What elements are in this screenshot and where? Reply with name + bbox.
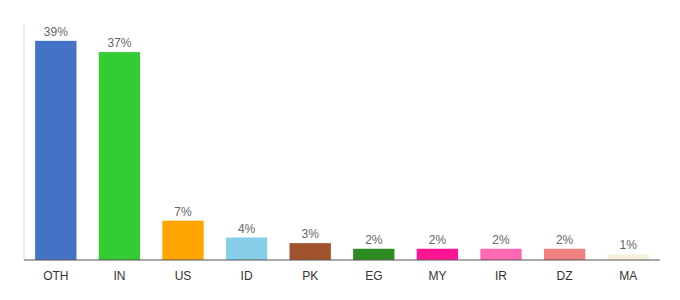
x-axis-line [24, 260, 660, 261]
x-tick-label: US [175, 269, 192, 283]
bars [35, 41, 649, 260]
data-label: 2% [365, 233, 383, 247]
bar [290, 243, 331, 260]
bar [99, 52, 140, 260]
x-tick-labels: OTH IN US ID PK EG MY IR DZ MA [43, 269, 637, 283]
data-label: 2% [492, 233, 510, 247]
bar [162, 221, 203, 260]
y-axis-line [24, 24, 25, 260]
data-label: 4% [238, 222, 256, 236]
bar [417, 249, 458, 260]
x-tick-label: IN [113, 269, 125, 283]
data-label: 3% [302, 227, 320, 241]
data-label: 7% [174, 205, 192, 219]
data-label: 2% [429, 233, 447, 247]
data-label: 2% [556, 233, 574, 247]
data-label: 39% [44, 25, 68, 39]
x-tick-label: EG [365, 269, 382, 283]
data-label: 1% [620, 238, 638, 252]
bar [226, 238, 267, 260]
x-tick-label: MA [619, 269, 637, 283]
x-tick-label: IR [495, 269, 507, 283]
bar [35, 41, 76, 260]
data-label: 37% [107, 36, 131, 50]
bar [544, 249, 585, 260]
x-tick-label: DZ [557, 269, 573, 283]
x-tick-label: PK [302, 269, 318, 283]
bar [608, 254, 649, 260]
chart-container: 39% 37% 7% 4% 3% 2% 2% 2% 2% 1% OTH IN US ID PK EG MY IR D… [0, 0, 680, 300]
bar [353, 249, 394, 260]
data-labels: 39% 37% 7% 4% 3% 2% 2% 2% 2% 1% [44, 25, 637, 253]
x-tick-label: MY [428, 269, 446, 283]
chart-svg: 39% 37% 7% 4% 3% 2% 2% 2% 2% 1% OTH IN US ID PK EG MY IR D… [0, 0, 680, 300]
bar [480, 249, 521, 260]
x-tick-label: OTH [43, 269, 68, 283]
x-tick-label: ID [241, 269, 253, 283]
